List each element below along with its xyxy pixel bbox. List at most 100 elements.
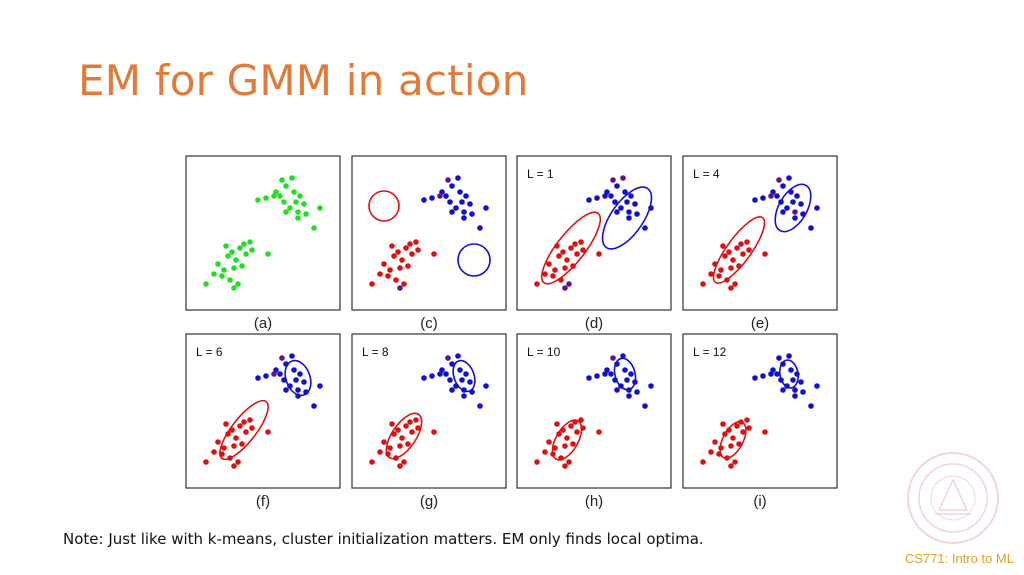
data-point	[780, 387, 786, 393]
panel-caption: (h)	[585, 493, 603, 510]
data-point	[461, 209, 467, 215]
data-point	[389, 421, 395, 427]
data-point	[387, 267, 393, 273]
data-point	[235, 459, 241, 465]
data-point	[377, 271, 383, 277]
panel-frame	[516, 333, 672, 489]
data-point	[542, 271, 548, 277]
data-point	[776, 177, 782, 183]
data-point	[792, 387, 798, 393]
data-point	[449, 209, 455, 215]
data-point	[578, 239, 584, 245]
data-point	[542, 449, 548, 455]
data-point	[586, 197, 592, 203]
data-point	[798, 201, 804, 207]
data-point	[562, 463, 568, 469]
data-point	[736, 441, 742, 447]
data-point	[421, 375, 427, 381]
data-point	[794, 193, 800, 199]
slide-title: EM for GMM in action	[78, 56, 529, 105]
data-point	[626, 209, 632, 215]
data-point	[614, 387, 620, 393]
gmm-panel: (c)	[351, 155, 507, 332]
data-point	[570, 441, 576, 447]
data-point	[798, 379, 804, 385]
data-point	[792, 209, 798, 215]
data-point	[580, 247, 586, 253]
data-point	[297, 371, 303, 377]
data-point	[271, 193, 277, 199]
data-point	[730, 257, 736, 263]
data-point	[239, 441, 245, 447]
data-point	[237, 423, 243, 429]
data-point	[405, 441, 411, 447]
data-point	[395, 427, 401, 433]
gaussian-contour	[457, 243, 491, 277]
data-point	[215, 439, 221, 445]
data-point	[568, 423, 574, 429]
data-point	[744, 239, 750, 245]
data-point	[728, 265, 734, 271]
data-point	[610, 355, 616, 361]
data-point	[271, 371, 277, 377]
data-point	[317, 383, 323, 389]
data-point	[223, 243, 229, 249]
data-point	[277, 371, 283, 377]
data-point	[409, 251, 415, 257]
data-point	[287, 205, 293, 211]
data-point	[241, 419, 247, 425]
data-point	[459, 377, 465, 383]
data-point	[413, 239, 419, 245]
data-point	[746, 425, 752, 431]
data-point	[712, 439, 718, 445]
data-point	[740, 251, 746, 257]
data-point	[293, 377, 299, 383]
data-point	[556, 253, 562, 259]
gaussian-contour	[774, 183, 812, 233]
data-point	[279, 177, 285, 183]
data-point	[463, 193, 469, 199]
data-point	[628, 193, 634, 199]
data-point	[247, 239, 253, 245]
data-point	[263, 373, 269, 379]
data-point	[211, 271, 217, 277]
data-point	[277, 193, 283, 199]
data-point	[574, 251, 580, 257]
panel-iteration-label: L = 10	[527, 345, 561, 359]
data-point	[421, 197, 427, 203]
data-point	[760, 195, 766, 201]
panel-caption: (e)	[751, 315, 769, 332]
gaussian-contour	[368, 190, 400, 222]
data-point	[602, 371, 608, 377]
data-point	[768, 371, 774, 377]
data-point	[443, 193, 449, 199]
gmm-panel: (a)	[185, 155, 341, 332]
data-point	[562, 285, 568, 291]
data-point	[447, 377, 453, 383]
data-point	[445, 355, 451, 361]
data-point	[457, 189, 463, 195]
data-point	[203, 281, 209, 287]
data-point	[634, 389, 640, 395]
data-point	[608, 371, 614, 377]
data-point	[572, 241, 578, 247]
data-point	[437, 193, 443, 199]
data-point	[618, 205, 624, 211]
data-point	[389, 243, 395, 249]
note-text: Note: Just like with k-means, cluster in…	[63, 530, 704, 548]
data-point	[718, 267, 724, 273]
data-point	[708, 271, 714, 277]
data-point	[574, 429, 580, 435]
data-point	[554, 421, 560, 427]
data-point	[283, 183, 289, 189]
data-point	[624, 199, 630, 205]
data-point	[716, 273, 722, 279]
data-point	[233, 435, 239, 441]
data-point	[399, 257, 405, 263]
data-point	[728, 443, 734, 449]
data-point	[586, 375, 592, 381]
data-point	[790, 377, 796, 383]
data-point	[447, 199, 453, 205]
panel-frame	[516, 155, 672, 311]
data-point	[562, 443, 568, 449]
